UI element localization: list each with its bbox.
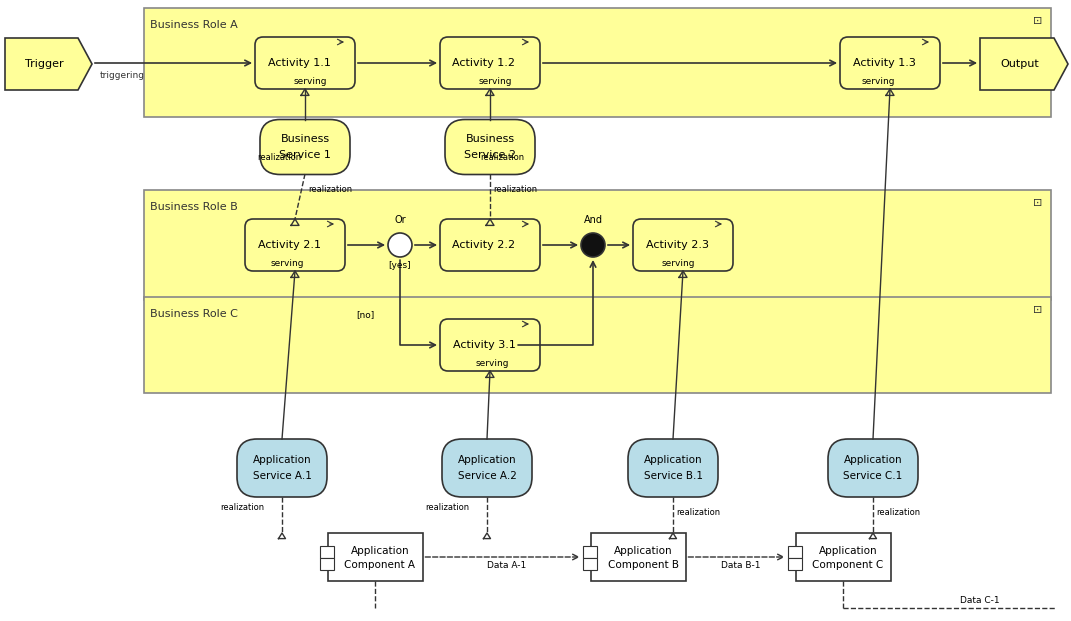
Text: Component A: Component A: [345, 560, 416, 570]
FancyBboxPatch shape: [440, 319, 540, 371]
FancyBboxPatch shape: [628, 439, 718, 497]
Text: Business: Business: [466, 134, 514, 144]
Bar: [787, 558, 801, 570]
FancyBboxPatch shape: [440, 219, 540, 271]
Text: Business Role B: Business Role B: [150, 202, 238, 212]
Text: Or: Or: [394, 215, 406, 225]
Text: Activity 2.1: Activity 2.1: [257, 240, 320, 250]
Text: serving: serving: [861, 77, 894, 86]
Text: ⊡: ⊡: [1034, 305, 1042, 315]
Bar: [144, 190, 1051, 300]
Circle shape: [580, 233, 605, 257]
Text: Data C-1: Data C-1: [961, 596, 1000, 605]
Text: [no]: [no]: [356, 310, 374, 319]
Text: And: And: [584, 215, 603, 225]
Text: Activity 2.2: Activity 2.2: [452, 240, 515, 250]
Text: Data A-1: Data A-1: [487, 561, 526, 570]
Text: realization: realization: [425, 503, 469, 512]
Text: serving: serving: [661, 259, 695, 268]
Text: realization: realization: [480, 153, 524, 161]
Text: Service A.1: Service A.1: [253, 471, 312, 481]
Text: Application: Application: [818, 546, 877, 556]
Text: Service C.1: Service C.1: [843, 471, 903, 481]
Text: realization: realization: [308, 186, 352, 194]
FancyBboxPatch shape: [444, 119, 536, 175]
Bar: [328, 533, 422, 581]
Text: Activity 1.1: Activity 1.1: [268, 58, 331, 68]
Text: serving: serving: [293, 77, 327, 86]
Circle shape: [388, 233, 412, 257]
FancyBboxPatch shape: [633, 219, 733, 271]
Text: realization: realization: [257, 153, 301, 161]
Text: Service 2: Service 2: [464, 150, 516, 160]
Text: serving: serving: [270, 259, 304, 268]
Bar: [319, 558, 333, 570]
FancyBboxPatch shape: [828, 439, 918, 497]
Bar: [787, 546, 801, 558]
Text: Component B: Component B: [607, 560, 679, 570]
Bar: [583, 546, 597, 558]
FancyBboxPatch shape: [255, 37, 355, 89]
Text: Application: Application: [253, 455, 312, 465]
Text: Activity 1.2: Activity 1.2: [453, 58, 515, 68]
Text: Service A.2: Service A.2: [457, 471, 516, 481]
FancyBboxPatch shape: [260, 119, 350, 175]
Text: ⊡: ⊡: [1034, 198, 1042, 208]
Text: Activity 2.3: Activity 2.3: [646, 240, 709, 250]
Text: realization: realization: [876, 508, 920, 517]
Text: Activity 3.1: Activity 3.1: [453, 340, 515, 350]
Text: Application: Application: [644, 455, 703, 465]
Text: Service B.1: Service B.1: [644, 471, 703, 481]
Polygon shape: [5, 38, 92, 90]
Bar: [144, 8, 1051, 117]
Text: ⊡: ⊡: [1034, 16, 1042, 26]
FancyBboxPatch shape: [440, 37, 540, 89]
FancyBboxPatch shape: [442, 439, 532, 497]
FancyBboxPatch shape: [245, 219, 345, 271]
Bar: [319, 546, 333, 558]
FancyBboxPatch shape: [840, 37, 940, 89]
Text: [yes]: [yes]: [389, 261, 411, 270]
Polygon shape: [980, 38, 1068, 90]
Text: realization: realization: [493, 186, 538, 194]
Text: Application: Application: [614, 546, 673, 556]
Bar: [144, 297, 1051, 393]
Bar: [590, 533, 685, 581]
Text: Business: Business: [281, 134, 330, 144]
Text: Application: Application: [844, 455, 902, 465]
FancyBboxPatch shape: [237, 439, 327, 497]
Text: serving: serving: [479, 77, 512, 86]
Text: Application: Application: [457, 455, 516, 465]
Text: triggering: triggering: [100, 71, 145, 79]
Bar: [796, 533, 890, 581]
Text: realization: realization: [676, 508, 720, 517]
Text: Business Role C: Business Role C: [150, 309, 238, 319]
Bar: [583, 558, 597, 570]
Text: realization: realization: [220, 503, 265, 512]
Text: Service 1: Service 1: [280, 150, 331, 160]
Text: Data B-1: Data B-1: [721, 561, 760, 570]
Text: Application: Application: [350, 546, 409, 556]
Text: Activity 1.3: Activity 1.3: [853, 58, 916, 68]
Text: Trigger: Trigger: [26, 59, 64, 69]
Text: Business Role A: Business Role A: [150, 20, 238, 30]
Text: Output: Output: [1000, 59, 1039, 69]
Text: serving: serving: [476, 359, 509, 368]
Text: Component C: Component C: [813, 560, 884, 570]
